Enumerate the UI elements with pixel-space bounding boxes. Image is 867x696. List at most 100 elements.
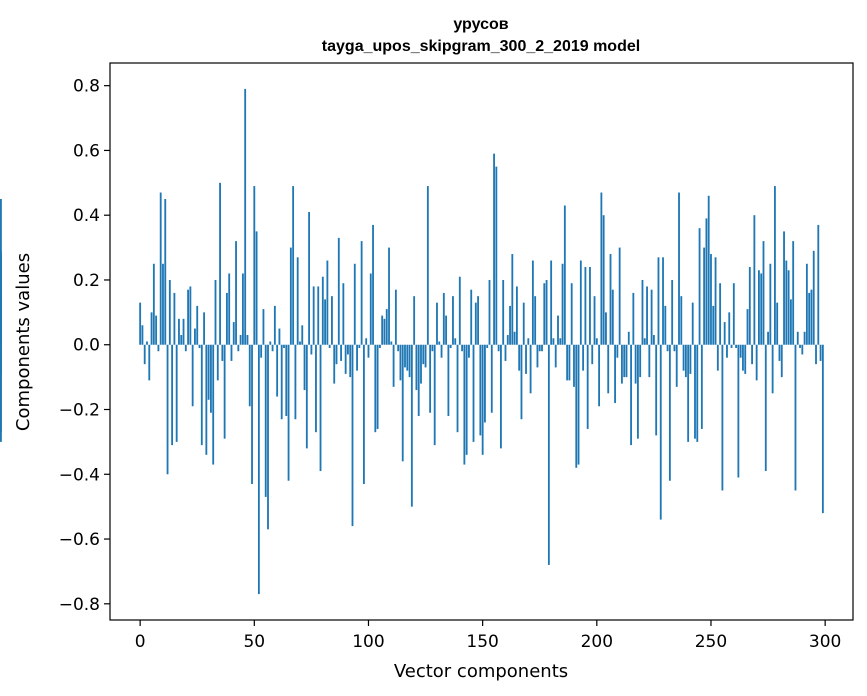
bar bbox=[799, 344, 801, 348]
x-tick-label: 0 bbox=[135, 632, 146, 652]
bar bbox=[780, 344, 783, 378]
bar bbox=[440, 344, 443, 358]
bar bbox=[301, 325, 304, 345]
bar bbox=[164, 199, 167, 345]
bar bbox=[589, 267, 591, 345]
bar bbox=[324, 299, 327, 345]
bar bbox=[600, 192, 603, 345]
bar bbox=[317, 286, 320, 345]
bar bbox=[769, 263, 772, 345]
bar bbox=[817, 224, 820, 345]
bar bbox=[410, 344, 413, 507]
bar bbox=[312, 286, 315, 345]
bar bbox=[789, 299, 792, 345]
bar bbox=[586, 344, 589, 429]
y-tick-label: 0.8 bbox=[73, 77, 100, 97]
bar bbox=[643, 338, 646, 345]
bar bbox=[783, 231, 785, 345]
bar bbox=[573, 344, 575, 387]
bar bbox=[552, 338, 555, 345]
bar bbox=[511, 254, 514, 345]
bar bbox=[509, 305, 511, 345]
bar bbox=[223, 344, 226, 439]
bar bbox=[225, 292, 228, 345]
bar bbox=[189, 286, 192, 345]
bar bbox=[150, 312, 153, 345]
bar bbox=[689, 344, 692, 374]
bar bbox=[152, 263, 155, 345]
bar bbox=[536, 344, 539, 368]
bar bbox=[351, 344, 354, 527]
bar bbox=[751, 344, 753, 365]
bar bbox=[207, 344, 210, 400]
bar bbox=[162, 263, 164, 345]
bar bbox=[326, 260, 329, 345]
bar bbox=[230, 344, 233, 361]
bar bbox=[244, 88, 247, 345]
bar bbox=[566, 344, 569, 381]
bar bbox=[299, 341, 301, 345]
bar bbox=[506, 335, 509, 345]
bar bbox=[767, 331, 769, 345]
bar bbox=[294, 344, 297, 420]
bar bbox=[515, 286, 518, 345]
bar bbox=[235, 241, 237, 345]
bar bbox=[778, 344, 781, 361]
bar bbox=[755, 344, 758, 381]
y-tick-label: −0.4 bbox=[59, 465, 100, 485]
chart-subtitle: tayga_upos_skipgram_300_2_2019 model bbox=[322, 38, 640, 55]
bar bbox=[431, 344, 434, 352]
bar bbox=[429, 344, 432, 413]
bar bbox=[792, 241, 795, 345]
bar bbox=[401, 344, 404, 462]
bar bbox=[365, 338, 368, 345]
bar bbox=[367, 344, 370, 358]
bar bbox=[463, 344, 466, 465]
bar bbox=[700, 344, 703, 429]
y-tick-label: 0.0 bbox=[73, 336, 100, 356]
bar bbox=[232, 322, 235, 345]
bar bbox=[758, 270, 760, 345]
chart-title: урусов bbox=[453, 16, 508, 33]
bar bbox=[815, 344, 817, 365]
bar bbox=[545, 279, 548, 345]
bar bbox=[502, 279, 505, 345]
bar bbox=[228, 273, 231, 345]
y-tick-label: 0.2 bbox=[73, 271, 100, 291]
bar bbox=[285, 344, 288, 416]
bar bbox=[337, 237, 340, 345]
bar bbox=[246, 335, 249, 345]
bar bbox=[374, 344, 377, 433]
bar bbox=[0, 344, 2, 442]
bar bbox=[308, 211, 311, 345]
bar bbox=[280, 344, 283, 420]
bar bbox=[340, 344, 342, 361]
bar bbox=[794, 344, 797, 491]
bar bbox=[607, 344, 610, 394]
bar bbox=[198, 344, 201, 348]
bar bbox=[315, 344, 317, 433]
bar bbox=[452, 296, 454, 345]
bar bbox=[639, 344, 642, 378]
bar bbox=[408, 344, 411, 378]
bar bbox=[559, 338, 562, 345]
bar bbox=[616, 344, 619, 358]
bar bbox=[728, 312, 731, 345]
x-tick-label: 300 bbox=[809, 632, 841, 652]
bar bbox=[726, 344, 728, 358]
bar bbox=[399, 344, 402, 381]
bar bbox=[445, 315, 448, 345]
bar bbox=[310, 344, 313, 355]
bar bbox=[276, 344, 279, 397]
bar bbox=[705, 218, 708, 345]
bar bbox=[239, 335, 242, 345]
bar bbox=[671, 279, 674, 345]
bar bbox=[474, 302, 477, 345]
bar bbox=[561, 263, 564, 345]
bar bbox=[178, 318, 180, 345]
bar bbox=[168, 279, 171, 345]
bar bbox=[630, 344, 632, 446]
bar bbox=[194, 328, 196, 345]
bar bbox=[550, 260, 553, 345]
